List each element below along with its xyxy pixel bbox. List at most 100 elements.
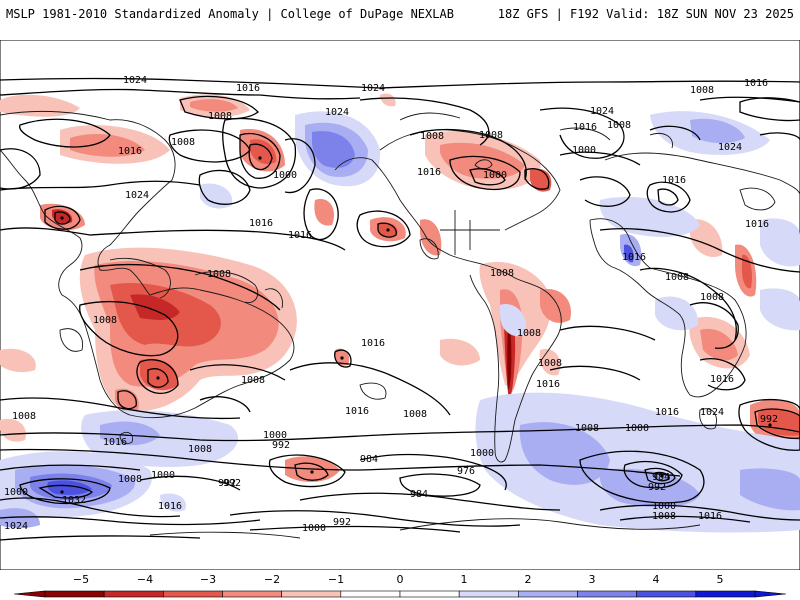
- colorbar-swatches: [44, 590, 756, 598]
- colorbar-swatch-neg4: [103, 590, 164, 598]
- model-valid-time: 18Z GFS | F192 Valid: 18Z SUN NOV 23 202…: [497, 7, 794, 21]
- low-center-marker: [768, 423, 772, 427]
- contour-label: 1008: [188, 444, 212, 455]
- colorbar-left-arrow: [13, 590, 46, 598]
- pressure-centers: [60, 156, 772, 494]
- contour-label: 1016: [655, 407, 679, 418]
- colorbar-tick: 2: [525, 573, 532, 586]
- contour-label: 1016: [288, 230, 312, 241]
- contour-label: 1016: [745, 219, 769, 230]
- contour-label: 1008: [607, 120, 631, 131]
- colorbar-swatch-pos2: [518, 590, 578, 598]
- contour-labels: 1024 1016 1008 1024 1016 1008 1024 1008 …: [4, 75, 778, 534]
- contour-label: 1016: [417, 167, 441, 178]
- contour-label: 1016: [698, 511, 722, 522]
- contour-label: 1024: [325, 107, 349, 118]
- contour-label: 1024: [590, 106, 614, 117]
- contour-label: 1008: [517, 328, 541, 339]
- contour-label: 1016: [710, 374, 734, 385]
- colorbar-swatch-neg1: [281, 590, 342, 598]
- contour-label: 1016: [573, 122, 597, 133]
- contour-label: 1008: [403, 409, 427, 420]
- contour-label: 1008: [118, 474, 142, 485]
- contour-label: 1008: [479, 130, 503, 141]
- contour-label: 1016: [158, 501, 182, 512]
- contour-label: 1000: [151, 470, 175, 481]
- contour-label: 992: [223, 478, 241, 489]
- contour-label: 1016: [345, 406, 369, 417]
- contour-label: 1008: [575, 423, 599, 434]
- contour-label: 992: [218, 478, 236, 489]
- contour-label: 1008: [665, 272, 689, 283]
- contour-label: 1008: [652, 511, 676, 522]
- contour-label: 1016: [536, 379, 560, 390]
- contour-label: 1032: [62, 495, 86, 506]
- header-bar: MSLP 1981-2010 Standardized Anomaly | Co…: [0, 0, 800, 28]
- colorbar-swatch-zero: [340, 590, 401, 598]
- colorbar-swatch-pos4: [636, 590, 697, 598]
- colorbar-tick: 0: [397, 573, 404, 586]
- colorbar-tick: 5: [717, 573, 724, 586]
- contour-label: 1000: [483, 170, 507, 181]
- colorbar-tick: 4: [653, 573, 660, 586]
- contour-label: 1000: [302, 523, 326, 534]
- isobar-contours: [0, 77, 800, 541]
- colorbar-tick: −4: [137, 573, 153, 586]
- contour-label: 1008: [690, 85, 714, 96]
- contour-label: 976: [457, 466, 475, 477]
- colorbar-tick: 1: [461, 573, 468, 586]
- colorbar-tick: 3: [589, 573, 596, 586]
- contour-label: 1024: [718, 142, 742, 153]
- contour-label: 1016: [744, 78, 768, 89]
- contour-label: 1016: [622, 252, 646, 263]
- contour-label: 1000: [572, 145, 596, 156]
- contour-label: 1000: [4, 487, 28, 498]
- contour-label: 984: [652, 472, 670, 483]
- contour-label: 1000: [273, 170, 297, 181]
- contour-label: 1008: [420, 131, 444, 142]
- colorbar-swatch-zero: [399, 590, 460, 598]
- contour-label: 1000: [625, 423, 649, 434]
- colorbar-tick: −5: [73, 573, 89, 586]
- low-center-marker: [156, 376, 160, 380]
- colorbar-tick: −2: [264, 573, 280, 586]
- colorbar-swatch-neg2: [222, 590, 282, 598]
- contour-label: 1024: [4, 521, 28, 532]
- contour-label: 1016: [118, 146, 142, 157]
- contour-label: 1008: [208, 111, 232, 122]
- contour-label: 992: [333, 517, 351, 528]
- contour-label: 1024: [123, 75, 147, 86]
- colorbar-tick: −1: [328, 573, 344, 586]
- contour-label: 992: [760, 414, 778, 425]
- colorbar-swatch-pos1: [458, 590, 519, 598]
- contour-label: 1016: [361, 338, 385, 349]
- low-center-marker: [310, 470, 314, 474]
- contour-label: 1016: [249, 218, 273, 229]
- colorbar-swatch-pos3: [577, 590, 637, 598]
- colorbar-swatch-pos5: [695, 590, 756, 598]
- anomaly-map: 1024 1016 1008 1024 1016 1008 1024 1008 …: [0, 40, 800, 570]
- contour-label: 1016: [236, 83, 260, 94]
- colorbar: −5 −4 −3 −2 −1 0 1 2 3 4 5: [13, 573, 787, 598]
- contour-label: 1008: [241, 375, 265, 386]
- low-center-marker: [60, 216, 64, 220]
- low-center-marker: [340, 356, 344, 360]
- contour-label: 1008: [171, 137, 195, 148]
- low-center-marker: [258, 156, 262, 160]
- contour-label: 992: [648, 482, 666, 493]
- contour-label: 1008: [538, 358, 562, 369]
- contour-label: 1008: [12, 411, 36, 422]
- colorbar-swatch-neg3: [163, 590, 223, 598]
- contour-label: 992: [272, 440, 290, 451]
- contour-label: 1024: [125, 190, 149, 201]
- contour-label: 1000: [470, 448, 494, 459]
- high-center-marker: [60, 490, 64, 494]
- contour-label: 1024: [361, 83, 385, 94]
- colorbar-ticks: −5 −4 −3 −2 −1 0 1 2 3 4 5: [73, 573, 724, 586]
- contour-label: 1008: [700, 292, 724, 303]
- map-title: MSLP 1981-2010 Standardized Anomaly | Co…: [6, 7, 454, 21]
- contour-label: 1008: [490, 268, 514, 279]
- colorbar-swatch-neg5: [44, 590, 105, 598]
- contour-label: 1000: [652, 501, 676, 512]
- contour-label: 984: [410, 489, 428, 500]
